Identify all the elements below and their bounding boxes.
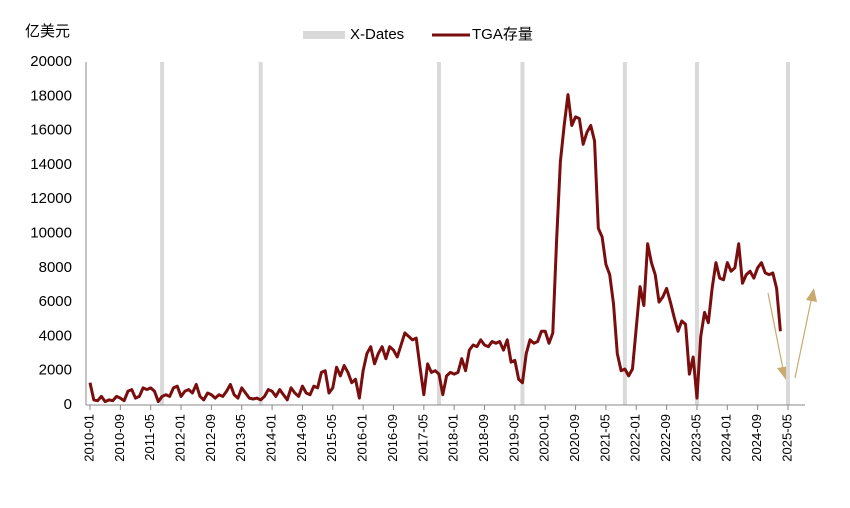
x-tick-label: 2015-05	[324, 414, 339, 462]
y-tick-label: 4000	[39, 327, 72, 344]
bar	[622, 62, 627, 405]
bar	[520, 62, 525, 405]
x-tick-label: 2013-05	[233, 414, 248, 462]
x-tick-label: 2017-05	[415, 414, 430, 462]
y-tick-label: 8000	[39, 259, 72, 276]
bar	[786, 62, 790, 405]
x-tick-label: 2018-01	[446, 414, 461, 462]
bar	[437, 62, 441, 405]
x-tick-label: 2016-01	[355, 414, 370, 462]
x-tick-label: 2022-01	[628, 414, 643, 462]
y-tick-label: 0	[64, 396, 72, 413]
arrow-head	[806, 288, 817, 302]
x-tick-label: 2020-01	[537, 414, 552, 462]
arrow	[794, 295, 813, 379]
x-tick-label: 2023-05	[688, 414, 703, 462]
x-tick-label: 2014-09	[294, 414, 309, 462]
y-tick-label: 18000	[30, 87, 72, 104]
bar	[694, 62, 699, 405]
y-tick-label: 12000	[30, 190, 72, 207]
x-tick-label: 2018-09	[476, 414, 491, 462]
unit-label: 亿美元	[25, 23, 70, 40]
y-tick-label: 2000	[39, 362, 72, 379]
y-tick-label: 16000	[30, 122, 72, 139]
y-tick-label: 20000	[30, 53, 72, 70]
annotation-arrows	[767, 288, 817, 380]
x-tick-label: 2011-05	[142, 414, 157, 461]
line	[88, 93, 782, 404]
arrow	[767, 292, 785, 375]
legend-swatch	[303, 31, 345, 39]
y-tick-label: 6000	[39, 293, 72, 310]
legend-label: X-Dates	[350, 26, 404, 43]
x-tick-label: 2025-05	[779, 414, 794, 462]
y-tick-label: 10000	[30, 224, 72, 241]
x-tick-label: 2022-09	[658, 414, 673, 462]
x-tick-label: 2016-09	[385, 414, 400, 462]
x-tick-label: 2019-05	[506, 414, 521, 462]
bar	[160, 62, 165, 405]
x-tick-label: 2014-01	[264, 414, 279, 462]
y-tick-label: 14000	[30, 156, 72, 173]
x-tick-label: 2021-05	[597, 414, 612, 462]
x-tick-label: 2024-09	[749, 414, 764, 462]
x-tick-label: 2010-09	[112, 414, 127, 462]
x-tick-label: 2024-01	[719, 414, 734, 462]
x-tick-label: 2012-01	[172, 414, 187, 462]
x-tick-label: 2010-01	[81, 414, 96, 462]
bar	[258, 62, 263, 405]
x-tick-label: 2012-09	[203, 414, 218, 462]
x-tick-label: 2020-09	[567, 414, 582, 462]
legend-label: TGA存量	[472, 26, 533, 43]
